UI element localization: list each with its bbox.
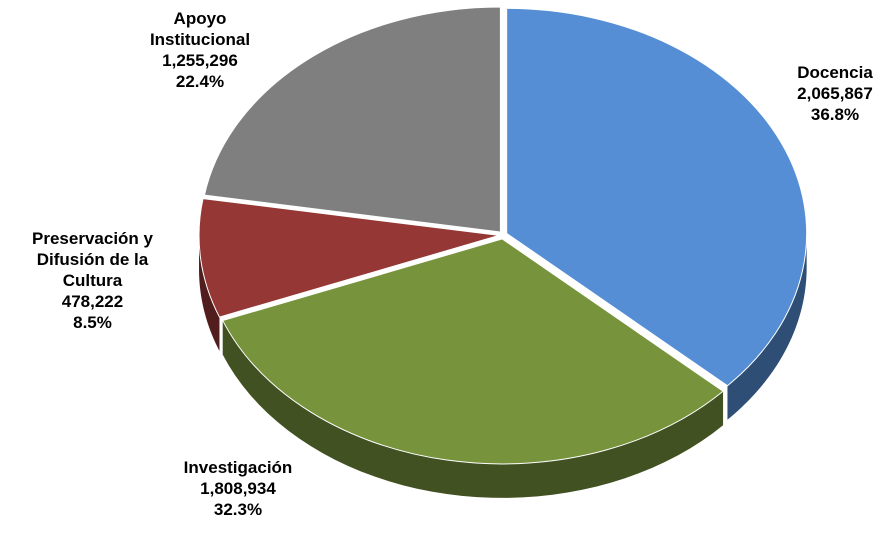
slice-side [727, 233, 807, 420]
percent-label: 32.3% [213, 500, 263, 519]
value-label: 1,808,934 [200, 479, 276, 498]
slice [506, 7, 808, 387]
data-label: Docencia 2,065,867 36.8% [775, 62, 893, 125]
category-label: Investigación [183, 458, 293, 477]
percent-label: 8.5% [73, 313, 112, 332]
data-label: Apoyo Institucional 1,255,296 22.4% [125, 8, 275, 92]
slice [221, 238, 724, 465]
data-label: Preservación y Difusión de la Cultura 478… [5, 228, 180, 333]
value-label: 478,222 [61, 292, 124, 311]
data-label: Investigación 1,808,934 32.3% [148, 457, 328, 520]
value-label: 2,065,867 [797, 84, 873, 103]
category-label: Apoyo Institucional [149, 9, 251, 49]
value-label: 1,255,296 [162, 51, 238, 70]
percent-label: 36.8% [810, 105, 860, 124]
slice [203, 6, 501, 233]
percent-label: 22.4% [175, 72, 225, 91]
category-label: Docencia [797, 63, 873, 82]
slice-side [222, 320, 724, 498]
slice [198, 198, 500, 318]
slice-side [199, 235, 220, 352]
category-label: Preservación y Difusión de la Cultura [32, 229, 153, 290]
